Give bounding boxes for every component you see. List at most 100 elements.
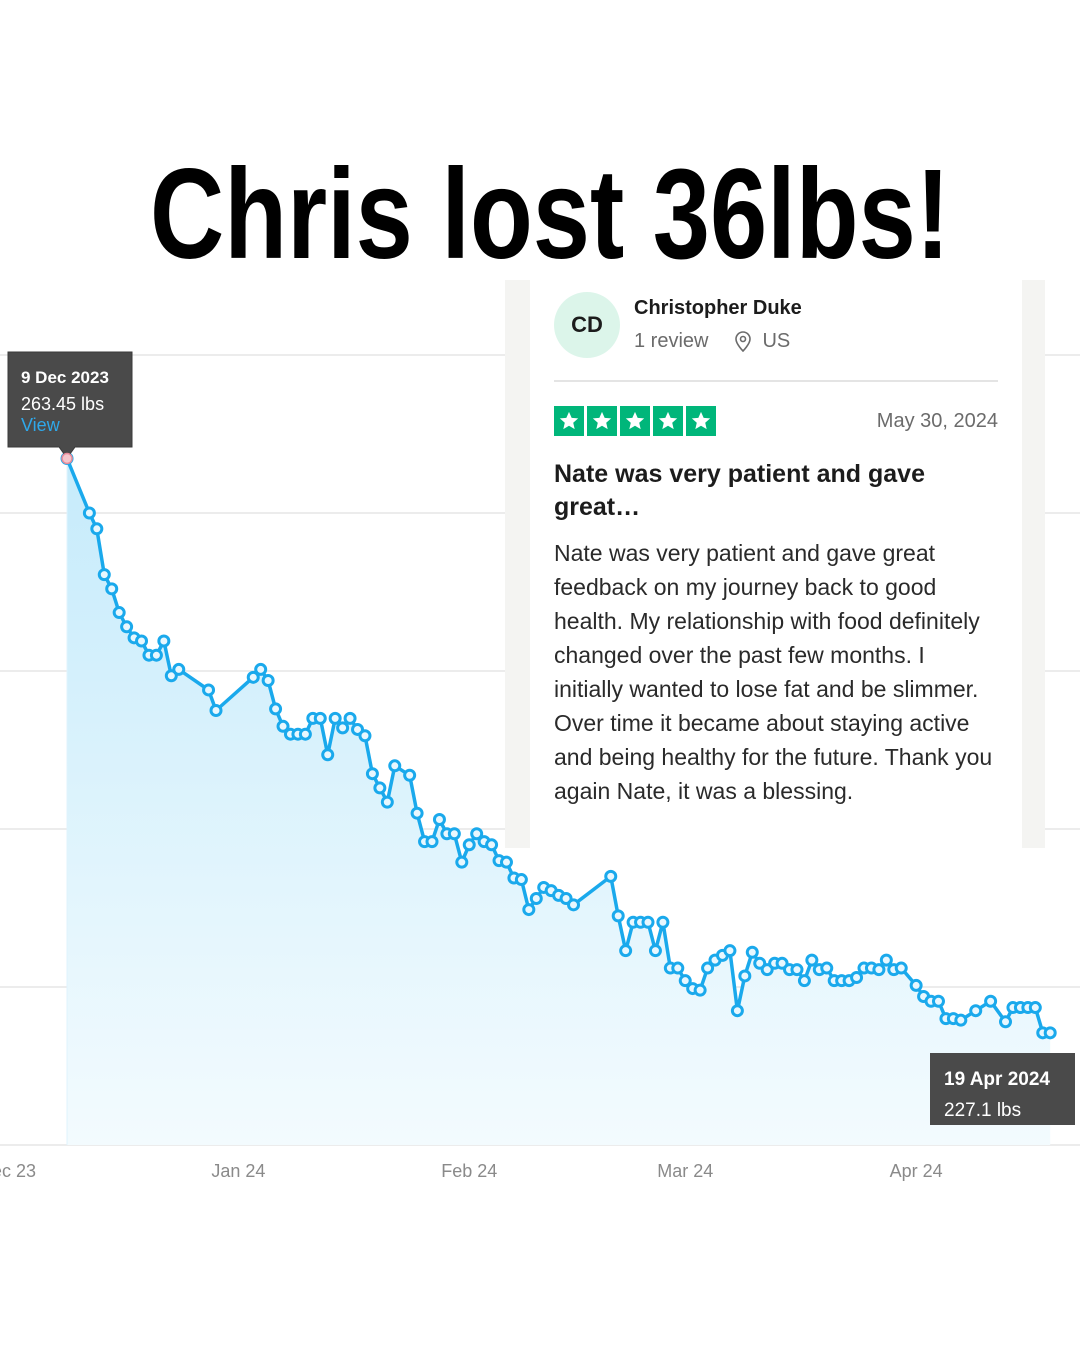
- point: [261, 673, 275, 687]
- point: [485, 838, 499, 852]
- review-header: CD Christopher Duke 1 review US: [554, 292, 998, 382]
- tooltip-link[interactable]: View: [21, 415, 61, 435]
- point: [999, 1015, 1013, 1029]
- point: [604, 869, 618, 883]
- tooltip-box: [7, 351, 133, 459]
- point: [336, 721, 350, 735]
- point: [373, 781, 387, 795]
- point: [112, 606, 126, 620]
- point: [82, 506, 96, 520]
- point: [1043, 1026, 1057, 1040]
- country: US: [762, 330, 791, 352]
- point: [619, 944, 633, 958]
- star: [620, 406, 650, 436]
- point: [365, 767, 379, 781]
- point: [984, 994, 998, 1008]
- point: [790, 963, 804, 977]
- point: [738, 969, 752, 983]
- point: [730, 1004, 744, 1018]
- point: [298, 727, 312, 741]
- point: [641, 915, 655, 929]
- point: [656, 915, 670, 929]
- point: [447, 827, 461, 841]
- x-tick-label: Mar 24: [657, 1161, 713, 1181]
- point: [678, 974, 692, 988]
- point: [909, 978, 923, 992]
- point: [671, 961, 685, 975]
- point: [462, 838, 476, 852]
- tooltip-value: 263.45 lbs: [21, 394, 104, 414]
- review-body: Nate was very patient and gave great fee…: [554, 540, 993, 804]
- x-tick-label: Jan 24: [211, 1161, 265, 1181]
- review-title: Nate was very patient and gave great…: [554, 460, 925, 521]
- point: [455, 855, 469, 869]
- point: [172, 662, 186, 676]
- star: [686, 406, 716, 436]
- point: [149, 648, 163, 662]
- point: [529, 892, 543, 906]
- tooltip-box: [930, 1053, 1075, 1125]
- star-icon: [592, 411, 612, 430]
- star: [587, 406, 617, 436]
- point: [470, 827, 484, 841]
- point: [850, 971, 864, 985]
- area: [67, 458, 1051, 1145]
- point: [872, 963, 886, 977]
- point: [797, 974, 811, 988]
- point: [425, 835, 439, 849]
- point: [514, 873, 528, 887]
- point: [358, 729, 372, 743]
- point: [611, 909, 625, 923]
- point: [805, 953, 819, 967]
- x-tick-label: Dec 23: [0, 1161, 36, 1181]
- tooltip-end: 19 Apr 2024 227.1 lbs: [930, 1053, 1075, 1125]
- pin-icon: [735, 330, 752, 352]
- x-tick-label: Feb 24: [441, 1161, 497, 1181]
- point: [246, 670, 260, 684]
- review-card: CD Christopher Duke 1 review US May 30, …: [505, 280, 1045, 848]
- point: [820, 961, 834, 975]
- point: [701, 961, 715, 975]
- point: [328, 711, 342, 725]
- tooltip-date: 19 Apr 2024: [944, 1069, 1050, 1090]
- point: [745, 945, 759, 959]
- point: [157, 634, 171, 648]
- point: [567, 898, 581, 912]
- point: [209, 704, 223, 717]
- point: [410, 806, 424, 820]
- point: [105, 582, 119, 596]
- point: [90, 522, 104, 536]
- star-icon: [658, 411, 678, 430]
- review-count: 1 review: [634, 330, 709, 352]
- stars: [554, 406, 716, 436]
- point: [321, 748, 335, 762]
- point: [969, 1004, 983, 1018]
- reviewer-name[interactable]: Christopher Duke: [634, 297, 802, 319]
- point: [403, 768, 417, 782]
- star-icon: [691, 411, 711, 430]
- point: [388, 759, 402, 773]
- star: [554, 406, 584, 436]
- point: [276, 719, 290, 733]
- point: [1028, 1001, 1042, 1015]
- point: [380, 795, 394, 809]
- point: [432, 813, 446, 827]
- highlight-point: [61, 452, 73, 465]
- point: [135, 634, 149, 648]
- location: US: [734, 330, 790, 353]
- point: [120, 620, 134, 634]
- tooltip-date: 9 Dec 2023: [21, 368, 109, 387]
- rating-row: May 30, 2024: [554, 406, 998, 436]
- point: [313, 711, 327, 725]
- point: [254, 662, 268, 676]
- reviewer-meta: 1 review US: [634, 330, 802, 353]
- point: [894, 961, 908, 975]
- point: [269, 702, 283, 716]
- point: [879, 953, 893, 967]
- point: [202, 683, 216, 697]
- tooltip-value: 227.1 lbs: [944, 1100, 1021, 1121]
- avatar: CD: [554, 292, 620, 358]
- point: [693, 983, 707, 997]
- point: [954, 1013, 968, 1027]
- point: [97, 568, 111, 582]
